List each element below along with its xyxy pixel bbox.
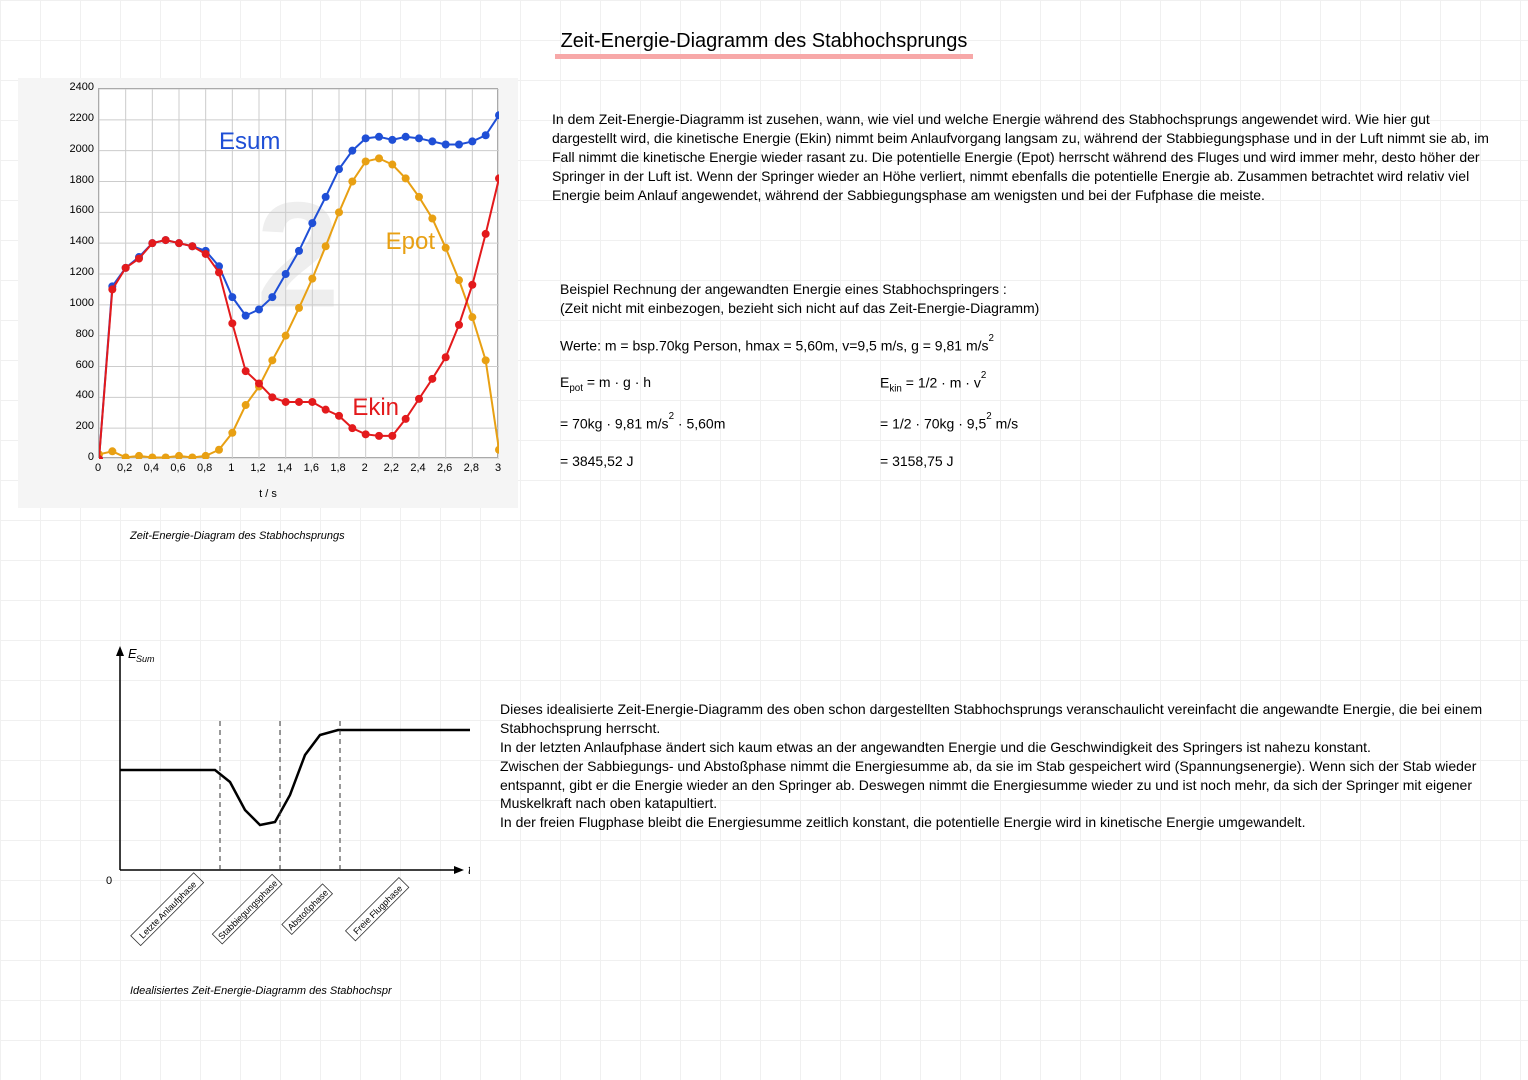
x-tick-label: 1,6 [301,462,321,474]
series-label-esum: Esum [219,128,280,156]
x-tick-label: 3 [488,462,508,474]
x-tick-label: 2,2 [381,462,401,474]
svg-text:Abstoßphase: Abstoßphase [286,888,331,933]
y-tick-label: 1000 [70,297,94,309]
x-tick-label: 0,8 [195,462,215,474]
description-text: In dem Zeit-Energie-Diagramm ist zusehen… [552,111,1489,203]
y-tick-label: 1800 [70,174,94,186]
chart-caption: Zeit-Energie-Diagram des Stabhochsprungs [130,530,345,542]
y-tick-label: 2200 [70,112,94,124]
energy-chart: E_sum / Joule , E_pot / Joule , E_kin / … [18,78,518,508]
y-tick-label: 400 [76,389,94,401]
svg-text:0: 0 [106,875,112,887]
x-tick-label: 0 [88,462,108,474]
y-tick-label: 1200 [70,266,94,278]
svg-text:Stabbiegungsphase: Stabbiegungsphase [216,878,279,941]
x-tick-label: 0,4 [141,462,161,474]
ekin-formula: Ekin = 1/2 · m · v2 [880,373,1490,396]
chart-x-label: t / s [259,488,277,500]
svg-text:t: t [468,862,470,877]
idealized-chart-caption: Idealisiertes Zeit-Energie-Diagramm des … [130,985,392,997]
description-paragraph-1: In dem Zeit-Energie-Diagramm ist zusehen… [552,110,1492,204]
x-tick-label: 1,2 [248,462,268,474]
epot-result: = 3845,52 J [560,452,880,471]
y-tick-label: 2000 [70,143,94,155]
series-label-ekin: Ekin [352,394,399,422]
description-text-2: Dieses idealisierte Zeit-Energie-Diagram… [500,701,1482,830]
x-tick-label: 2,4 [408,462,428,474]
x-tick-label: 2,6 [435,462,455,474]
svg-text:Letzte Anlaufphase: Letzte Anlaufphase [137,879,198,940]
x-tick-label: 2 [355,462,375,474]
x-tick-label: 1 [221,462,241,474]
y-tick-label: 2400 [70,81,94,93]
ekin-result: = 3158,75 J [880,452,1490,471]
epot-formula: Epot = m · g · h [560,373,880,396]
calc-intro-2: (Zeit nicht mit einbezogen, bezieht sich… [560,299,1490,318]
y-tick-label: 1400 [70,235,94,247]
svg-text:Sum: Sum [136,654,155,664]
series-label-epot: Epot [386,228,435,256]
calc-intro-1: Beispiel Rechnung der angewandten Energi… [560,280,1490,299]
x-tick-label: 2,8 [461,462,481,474]
svg-text:Freie Flugphase: Freie Flugphase [351,883,404,936]
x-tick-label: 1,8 [328,462,348,474]
page-title: Zeit-Energie-Diagramm des Stabhochsprung… [0,30,1528,53]
chart-plot-area: 2 EsumEpotEkin [98,88,498,458]
y-tick-label: 600 [76,359,94,371]
epot-substitution: = 70kg · 9,81 m/s2 · 5,60m [560,414,880,434]
calculation-block: Beispiel Rechnung der angewandten Energi… [560,280,1490,470]
idealized-chart: ESumt0Letzte AnlaufphaseStabbiegungsphas… [90,640,470,960]
x-tick-label: 1,4 [275,462,295,474]
x-tick-label: 0,2 [115,462,135,474]
calc-values: Werte: m = bsp.70kg Person, hmax = 5,60m… [560,336,1490,356]
ekin-substitution: = 1/2 · 70kg · 9,52 m/s [880,414,1490,434]
y-tick-label: 1600 [70,204,94,216]
description-paragraph-2: Dieses idealisierte Zeit-Energie-Diagram… [500,700,1500,832]
x-tick-label: 0,6 [168,462,188,474]
y-tick-label: 800 [76,328,94,340]
page-title-text: Zeit-Energie-Diagramm des Stabhochsprung… [555,30,974,59]
y-tick-label: 200 [76,420,94,432]
